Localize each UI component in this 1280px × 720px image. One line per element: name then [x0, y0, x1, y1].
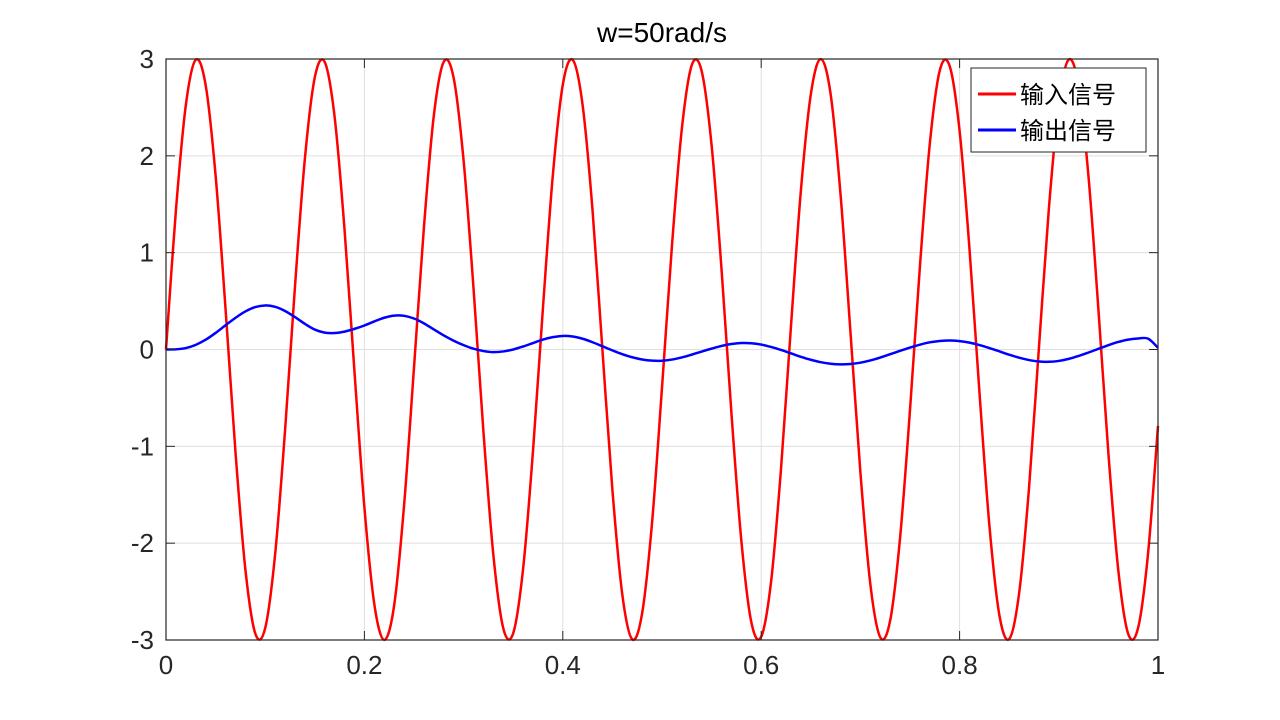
legend-label-input: 输入信号 [1020, 81, 1116, 109]
legend-box [970, 67, 1147, 153]
x-tick-label: 0.6 [743, 650, 779, 680]
series-line-1 [165, 304, 1159, 366]
y-tick-label: -2 [131, 528, 154, 558]
x-tick-label: 0.4 [545, 650, 581, 680]
y-tick-label: 0 [140, 335, 154, 365]
chart-title: w=50rad/s [596, 17, 727, 48]
y-tick-label: -3 [131, 625, 154, 655]
y-tick-label: -1 [131, 431, 154, 461]
x-tick-labels: 0 0.2 0.4 0.6 0.8 1 [159, 650, 1165, 680]
y-tick-label: 2 [140, 141, 154, 171]
x-tick-label: 0 [159, 650, 173, 680]
y-tick-labels: -3 -2 -1 0 1 2 3 [131, 44, 154, 655]
x-tick-label: 1 [1151, 650, 1165, 680]
y-tick-label: 1 [140, 238, 154, 268]
series-line-0 [164, 57, 1160, 642]
series-layer [164, 57, 1160, 642]
x-tick-label: 0.2 [346, 650, 382, 680]
legend: 输入信号 输出信号 [970, 67, 1147, 153]
y-tick-label: 3 [140, 44, 154, 74]
legend-label-output: 输出信号 [1020, 117, 1116, 145]
x-tick-label: 0.8 [942, 650, 978, 680]
axis-ticks [165, 58, 1159, 641]
